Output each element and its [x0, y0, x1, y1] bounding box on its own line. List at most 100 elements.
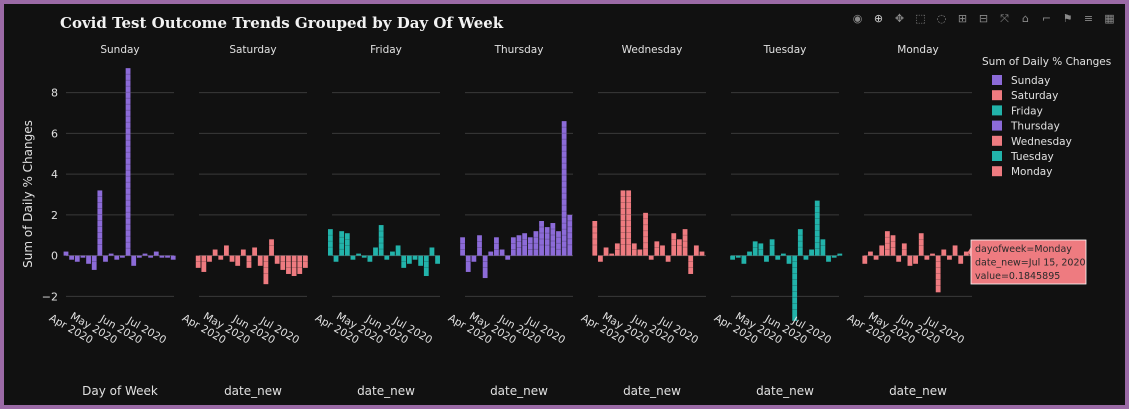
- bar-friday-2020-05-01[interactable]: [373, 247, 378, 256]
- bar-tuesday-2020-07-14[interactable]: [831, 255, 837, 258]
- bar-saturday-2020-05-23[interactable]: [257, 255, 263, 266]
- bar-friday-2020-07-17[interactable]: [435, 255, 440, 264]
- bar-wednesday-2020-05-27[interactable]: [660, 245, 665, 256]
- bar-wednesday-2020-06-24[interactable]: [682, 229, 688, 256]
- bar-thursday-2020-03-05[interactable]: [460, 237, 465, 256]
- bar-sunday-2020-04-05[interactable]: [86, 255, 91, 264]
- bar-tuesday-2020-04-21[interactable]: [764, 255, 769, 262]
- bar-tuesday-2020-06-02[interactable]: [797, 229, 803, 256]
- legend-swatch-monday[interactable]: [992, 166, 1002, 177]
- camera-icon[interactable]: ◉: [852, 11, 863, 25]
- bar-monday-2020-04-06[interactable]: [884, 231, 890, 256]
- bar-monday-2020-03-30[interactable]: [879, 245, 885, 256]
- bar-friday-2020-05-15[interactable]: [384, 255, 390, 260]
- bar-sunday-2020-05-31[interactable]: [131, 255, 137, 266]
- bar-sunday-2020-05-03[interactable]: [108, 253, 114, 256]
- bar-sunday-2020-03-22[interactable]: [74, 255, 80, 262]
- bar-wednesday-2020-03-04[interactable]: [592, 220, 598, 256]
- bar-thursday-2020-04-02[interactable]: [482, 255, 488, 279]
- bar-friday-2020-06-19[interactable]: [412, 255, 418, 260]
- bar-wednesday-2020-05-13[interactable]: [648, 255, 654, 260]
- bar-monday-2020-04-20[interactable]: [896, 255, 902, 262]
- bar-monday-2020-03-16[interactable]: [868, 251, 873, 256]
- bar-saturday-2020-03-21[interactable]: [207, 255, 212, 262]
- bar-sunday-2020-07-19[interactable]: [170, 255, 176, 260]
- legend-swatch-friday[interactable]: [992, 105, 1002, 116]
- bar-thursday-2020-07-16[interactable]: [567, 214, 573, 256]
- bar-friday-2020-05-08[interactable]: [378, 225, 384, 256]
- bar-wednesday-2020-07-08[interactable]: [693, 245, 699, 256]
- bar-monday-2020-03-09[interactable]: [862, 255, 868, 264]
- bar-sunday-2020-06-21[interactable]: [148, 255, 154, 258]
- bar-saturday-2020-06-27[interactable]: [286, 255, 291, 274]
- bar-tuesday-2020-06-23[interactable]: [814, 200, 820, 256]
- bar-wednesday-2020-04-15[interactable]: [626, 190, 632, 256]
- bar-tuesday-2020-06-30[interactable]: [820, 239, 826, 256]
- bar-friday-2020-03-20[interactable]: [339, 231, 345, 256]
- bar-sunday-2020-04-26[interactable]: [103, 255, 108, 262]
- bar-friday-2020-03-06[interactable]: [327, 229, 333, 256]
- bar-monday-2020-06-01[interactable]: [930, 253, 935, 256]
- bar-tuesday-2020-04-28[interactable]: [769, 239, 775, 256]
- bar-monday-2020-06-15[interactable]: [941, 249, 947, 256]
- bar-thursday-2020-04-30[interactable]: [505, 255, 511, 260]
- bar-wednesday-2020-07-15[interactable]: [699, 251, 705, 256]
- bar-thursday-2020-04-09[interactable]: [488, 251, 494, 256]
- bar-saturday-2020-04-04[interactable]: [218, 255, 224, 260]
- bar-thursday-2020-03-26[interactable]: [477, 235, 482, 256]
- bar-sunday-2020-03-29[interactable]: [80, 255, 86, 258]
- pan-icon[interactable]: ✥: [894, 11, 905, 25]
- bar-monday-2020-05-11[interactable]: [913, 255, 918, 264]
- autoscale-icon[interactable]: ⤧: [1000, 11, 1009, 25]
- reset-axes-icon[interactable]: ⌂: [1022, 11, 1029, 25]
- bar-thursday-2020-04-23[interactable]: [499, 249, 505, 256]
- bar-wednesday-2020-07-01[interactable]: [688, 255, 694, 274]
- zoom-out-icon[interactable]: ⊟: [978, 11, 989, 25]
- bar-tuesday-2020-07-07[interactable]: [826, 255, 831, 262]
- bar-thursday-2020-06-04[interactable]: [533, 231, 539, 256]
- bar-saturday-2020-07-11[interactable]: [297, 255, 303, 274]
- bar-wednesday-2020-06-10[interactable]: [671, 233, 677, 256]
- bar-wednesday-2020-03-11[interactable]: [598, 255, 603, 262]
- bar-thursday-2020-05-07[interactable]: [510, 237, 516, 256]
- bar-monday-2020-03-23[interactable]: [873, 255, 879, 260]
- bar-saturday-2020-05-30[interactable]: [263, 255, 269, 285]
- bar-friday-2020-06-12[interactable]: [406, 255, 412, 264]
- plotly-logo-icon[interactable]: ▦: [1104, 11, 1115, 25]
- bar-saturday-2020-06-06[interactable]: [269, 239, 274, 256]
- bar-sunday-2020-06-07[interactable]: [136, 255, 142, 258]
- bar-tuesday-2020-06-09[interactable]: [803, 255, 809, 260]
- bar-wednesday-2020-06-03[interactable]: [665, 255, 671, 262]
- bar-friday-2020-04-24[interactable]: [367, 255, 373, 262]
- bar-saturday-2020-04-11[interactable]: [224, 245, 229, 256]
- bar-saturday-2020-03-28[interactable]: [212, 249, 218, 256]
- bar-sunday-2020-05-17[interactable]: [120, 255, 125, 258]
- bar-tuesday-2020-03-24[interactable]: [741, 255, 747, 264]
- bar-thursday-2020-07-02[interactable]: [556, 231, 561, 256]
- bar-friday-2020-05-22[interactable]: [390, 251, 395, 256]
- bar-friday-2020-04-03[interactable]: [350, 255, 356, 260]
- bar-tuesday-2020-04-07[interactable]: [752, 241, 758, 256]
- bar-tuesday-2020-05-19[interactable]: [786, 255, 792, 264]
- chart[interactable]: Covid Test Outcome Trends Grouped by Day…: [4, 4, 1125, 405]
- bar-wednesday-2020-03-25[interactable]: [609, 253, 615, 256]
- bar-friday-2020-06-26[interactable]: [418, 255, 424, 266]
- bar-wednesday-2020-04-08[interactable]: [620, 190, 626, 256]
- bar-monday-2020-06-29[interactable]: [952, 245, 958, 256]
- bar-monday-2020-05-04[interactable]: [907, 255, 913, 266]
- bar-sunday-2020-07-05[interactable]: [159, 255, 165, 258]
- bar-monday-2020-06-08[interactable]: [935, 255, 941, 293]
- legend-swatch-saturday[interactable]: [992, 90, 1002, 101]
- bar-monday-2020-04-13[interactable]: [890, 235, 896, 256]
- bar-sunday-2020-05-24[interactable]: [125, 68, 131, 256]
- bar-thursday-2020-06-11[interactable]: [539, 220, 544, 256]
- bar-sunday-2020-06-14[interactable]: [142, 253, 148, 256]
- bar-wednesday-2020-03-18[interactable]: [603, 247, 609, 256]
- bar-thursday-2020-04-16[interactable]: [494, 237, 499, 256]
- bar-monday-2020-07-13[interactable]: [963, 251, 969, 256]
- bar-tuesday-2020-07-21[interactable]: [837, 253, 843, 256]
- bar-monday-2020-05-18[interactable]: [918, 233, 924, 256]
- bar-saturday-2020-06-13[interactable]: [274, 255, 280, 264]
- bar-thursday-2020-03-12[interactable]: [465, 255, 471, 272]
- bar-sunday-2020-03-15[interactable]: [69, 255, 75, 260]
